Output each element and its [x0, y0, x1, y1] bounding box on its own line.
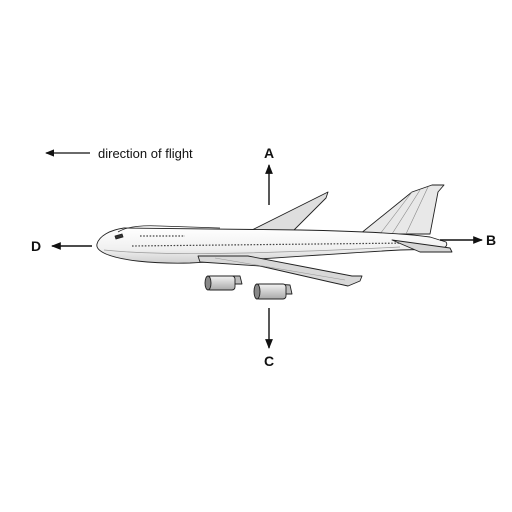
arrow-d: D — [31, 238, 92, 254]
airplane-icon — [96, 184, 453, 300]
direction-of-flight: direction of flight — [45, 146, 193, 161]
horizontal-stabilizer — [391, 239, 453, 253]
label-c: C — [264, 353, 274, 369]
arrow-c: C — [264, 308, 274, 369]
far-wing — [247, 191, 329, 233]
near-wing — [197, 255, 363, 287]
fuselage — [96, 227, 448, 264]
label-d: D — [31, 238, 41, 254]
direction-caption: direction of flight — [98, 146, 193, 161]
arrow-a: A — [264, 145, 274, 205]
engine-inner — [204, 275, 243, 291]
arrow-b: B — [440, 232, 496, 248]
engine-outer — [253, 283, 293, 300]
label-a: A — [264, 145, 274, 161]
vertical-tail — [359, 184, 445, 235]
label-b: B — [486, 232, 496, 248]
